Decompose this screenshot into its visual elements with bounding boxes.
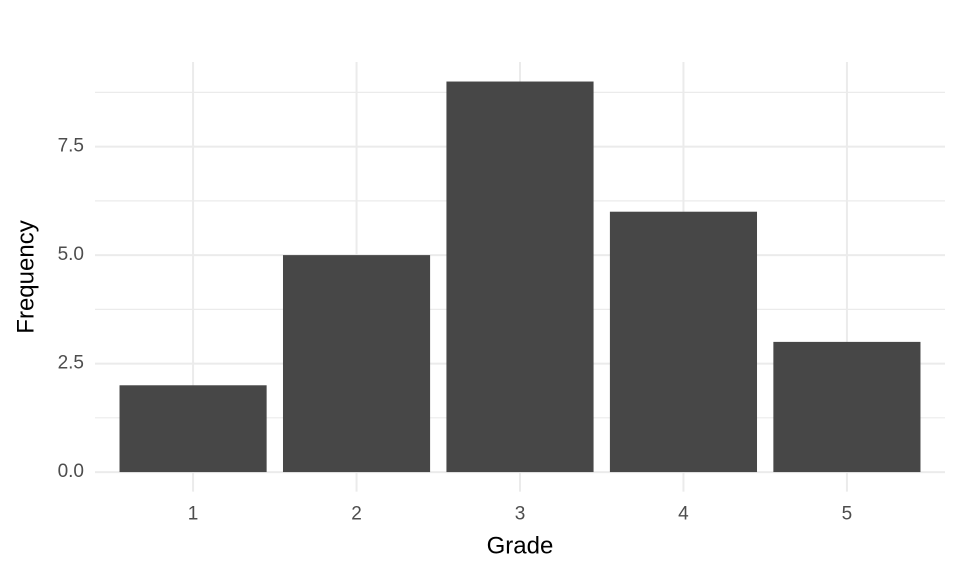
y-axis-title: Frequency [12, 220, 39, 333]
y-tick-label: 0.0 [58, 461, 84, 482]
bar [609, 211, 758, 473]
x-tick-label: 3 [515, 504, 526, 525]
bar [119, 385, 267, 473]
x-tick-label: 4 [678, 504, 689, 525]
y-tick-label: 5.0 [58, 244, 84, 265]
bar [773, 341, 921, 473]
x-tick-label: 2 [351, 504, 362, 525]
x-tick-label: 1 [188, 504, 199, 525]
y-tick-label: 7.5 [58, 136, 84, 157]
x-axis-title: Grade [487, 532, 554, 559]
x-tick-label: 5 [842, 504, 853, 525]
y-tick-label: 2.5 [58, 353, 84, 374]
bar [282, 255, 431, 473]
bar [446, 81, 594, 473]
